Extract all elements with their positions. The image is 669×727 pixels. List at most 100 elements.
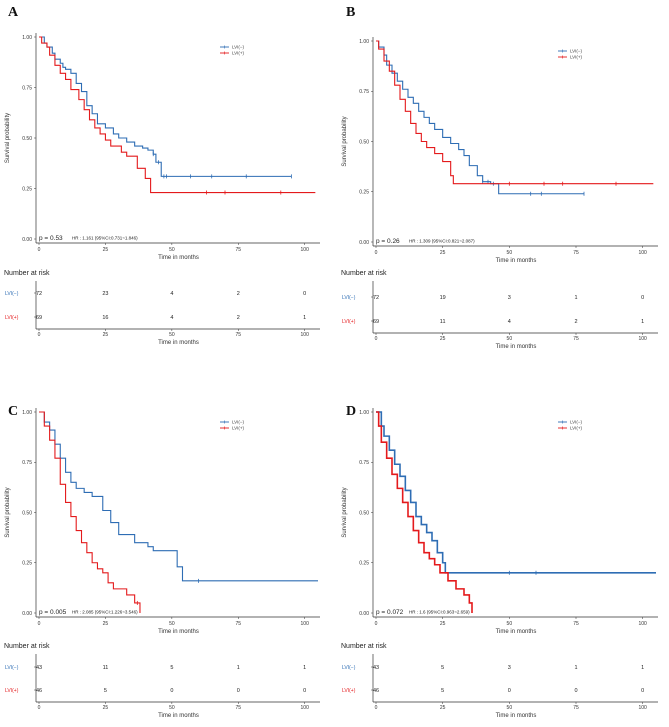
hazard-ratio: HR : 1.161 (95%CI:0.731~1.846) [72,236,138,241]
risk-count: 16 [102,315,108,321]
risk-count: 46 [373,688,379,694]
risk-count: 72 [373,295,379,301]
risk-count: 19 [440,295,446,301]
risk-x-axis-label: Time in months [496,344,537,350]
p-value: p = 0.005 [39,609,67,616]
x-tick-label: 75 [573,621,579,627]
risk-x-tick-label: 0 [375,705,378,711]
risk-count: 1 [574,665,577,671]
risk-count: 5 [170,665,173,671]
y-tick-label: 0.25 [22,186,32,192]
y-tick-label: 1.00 [22,410,32,416]
risk-count: 0 [641,688,644,694]
legend-label: LVI(−) [232,45,245,50]
risk-row-label: LVI(+) [342,319,356,325]
x-axis-label: Time in months [158,255,199,261]
x-tick-label: 75 [236,247,242,253]
y-tick-label: 0.75 [359,460,369,466]
x-axis-label: Time in months [158,629,199,635]
risk-count: 1 [641,319,644,325]
panel-letter: C [8,404,18,419]
x-axis-label: Time in months [496,629,537,635]
y-tick-label: 0.25 [359,190,369,196]
risk-row-label: LVI(+) [5,688,19,694]
y-tick-label: 0.00 [22,237,32,243]
risk-count: 11 [103,665,109,671]
risk-count: 4 [508,319,511,325]
x-tick-label: 0 [38,247,41,253]
risk-count: 2 [237,315,240,321]
risk-count: 43 [373,665,379,671]
y-tick-label: 0.50 [22,510,32,516]
legend-label: LVI(+) [232,426,245,431]
risk-count: 11 [440,319,446,325]
panel-letter: A [8,5,19,20]
hazard-ratio: HR : 2.085 (95%CI:1.226~3.546) [72,610,138,615]
x-tick-label: 100 [301,247,310,253]
legend-label: LVI(+) [232,51,245,56]
x-tick-label: 50 [507,250,513,256]
risk-x-axis-label: Time in months [158,713,199,719]
y-tick-label: 0.75 [359,89,369,95]
risk-count: 23 [102,291,108,297]
legend-label: LVI(+) [570,426,583,431]
risk-row-label: LVI(−) [342,665,356,671]
x-tick-label: 50 [169,621,175,627]
risk-count: 69 [36,315,42,321]
risk-x-tick-label: 0 [375,336,378,342]
risk-count: 1 [641,665,644,671]
risk-row-label: LVI(−) [5,291,19,297]
x-tick-label: 100 [638,250,647,256]
risk-x-axis-label: Time in months [496,713,537,719]
risk-count: 0 [574,688,577,694]
panel-letter: B [346,5,355,20]
y-tick-label: 0.50 [359,510,369,516]
legend-label: LVI(−) [570,420,583,425]
risk-count: 0 [641,295,644,301]
legend-label: LVI(−) [232,420,245,425]
risk-x-tick-label: 100 [638,705,647,711]
y-axis-label: Survival probability [5,113,11,163]
risk-count: 0 [237,688,240,694]
risk-x-tick-label: 75 [573,336,579,342]
risk-x-tick-label: 100 [301,705,310,711]
panel-letter: D [346,404,356,419]
x-tick-label: 25 [103,621,109,627]
km-curve-lvi-neg [376,411,656,574]
km-curve-lvi-pos [39,411,141,613]
risk-row-label: LVI(−) [342,295,356,301]
x-tick-label: 50 [169,247,175,253]
risk-count: 0 [303,291,306,297]
x-tick-label: 100 [638,621,647,627]
risk-table-title: Number at risk [4,270,50,277]
risk-x-tick-label: 75 [236,332,242,338]
risk-count: 4 [170,315,173,321]
x-axis-label: Time in months [496,258,537,264]
p-value: p = 0.53 [39,235,63,242]
x-tick-label: 0 [375,250,378,256]
x-tick-label: 50 [507,621,513,627]
risk-x-tick-label: 0 [38,332,41,338]
risk-row-label: LVI(+) [342,688,356,694]
risk-count: 0 [170,688,173,694]
risk-table-title: Number at risk [341,270,387,277]
risk-count: 1 [574,295,577,301]
km-curve-lvi-neg [39,411,318,582]
risk-count: 3 [508,295,511,301]
risk-x-axis-label: Time in months [158,340,199,346]
risk-count: 5 [104,688,107,694]
hazard-ratio: HR : 1.6 (95%CI:0.963~2.659) [409,610,470,615]
y-axis-label: Survival probability [342,487,348,537]
p-value: p = 0.072 [376,609,404,616]
y-tick-label: 0.00 [359,611,369,617]
x-tick-label: 0 [375,621,378,627]
risk-count: 0 [508,688,511,694]
y-tick-label: 1.00 [22,35,32,41]
y-tick-label: 0.25 [22,561,32,567]
p-value: p = 0.26 [376,238,400,245]
risk-x-tick-label: 25 [103,332,109,338]
legend-label: LVI(+) [570,55,583,60]
